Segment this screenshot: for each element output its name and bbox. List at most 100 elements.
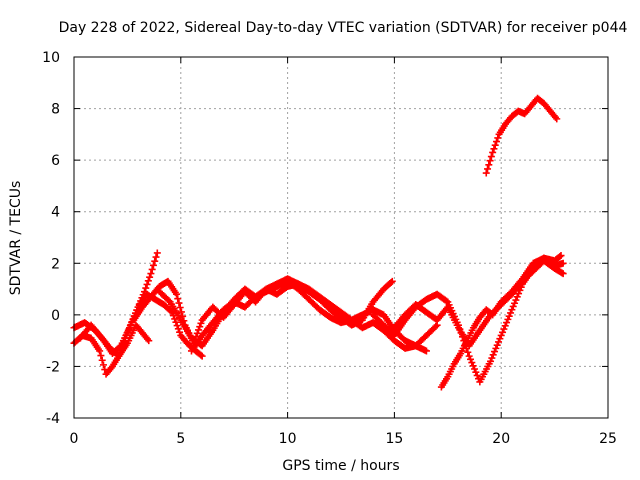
x-tick-label: 0 [70,431,79,447]
data-point [432,322,440,330]
data-point [466,355,474,363]
y-tick-label: 0 [51,308,60,324]
data-point [496,335,504,343]
y-tick-label: 2 [51,256,60,272]
data-point [559,259,567,267]
data-point [144,277,152,285]
data-point [500,325,508,333]
data-point [493,341,501,349]
data-point [508,306,516,314]
data-point [99,361,107,369]
data-point [173,322,181,330]
data-point [489,351,497,359]
series-arc-9 [437,252,565,391]
y-tick-label: -4 [46,411,60,427]
data-point [504,315,512,323]
data-point [488,354,496,362]
data-point [501,322,509,330]
x-tick-labels: 0 5 10 15 20 25 [70,431,617,447]
x-tick-label: 10 [279,431,297,447]
plot-frame [73,56,609,419]
data-point [509,302,517,310]
data-point [491,141,499,149]
data-point [469,362,477,370]
data-point [422,347,430,355]
data-point [557,252,565,260]
data-point [473,371,481,379]
data-point [173,290,181,298]
data-point [442,297,450,305]
data-point [489,148,497,156]
data-point [97,352,105,360]
data-point [388,277,396,285]
data-point [193,329,201,337]
x-axis-label: GPS time / hours [282,458,399,474]
data-point [152,253,160,261]
data-point [505,312,513,320]
data-point [148,265,156,273]
data-point [143,280,151,288]
x-tick-label: 5 [176,431,185,447]
data-point [465,352,473,360]
data-point [497,331,505,339]
data-point [464,348,472,356]
data-point [471,365,478,373]
data-point [493,138,501,146]
chart-title: Day 228 of 2022, Sidereal Day-to-day VTE… [59,20,628,36]
data-point [176,328,184,336]
data-point [490,145,498,153]
data-point [196,323,204,331]
data-point [387,278,395,286]
x-tick-label: 15 [385,431,403,447]
data-point [198,352,206,360]
data-point [145,337,153,345]
series-arc-8 [390,257,567,350]
data-point [512,296,520,304]
data-point [494,134,502,142]
data-point [151,257,159,265]
y-tick-label: 6 [51,153,60,169]
data-point [468,359,476,367]
y-axis-label: SDTVAR / TECUs [8,181,24,296]
data-point [179,312,187,320]
data-point [172,318,180,326]
data-point [556,253,564,261]
data-point [146,273,154,281]
data-point [486,157,494,165]
data-point [495,338,503,346]
data-point [491,348,499,356]
y-tick-label: 8 [51,102,60,118]
data-point [174,295,182,303]
data-point [98,356,106,364]
series-arc-3 [76,321,153,360]
x-tick-label: 25 [599,431,617,447]
data-point [147,270,155,278]
data-point [177,308,185,316]
data-point [487,153,495,161]
data-point [511,299,519,307]
data-point [174,325,182,333]
series-arc-6 [187,280,430,355]
data-point [197,319,205,327]
data-point [176,303,184,311]
data-point [96,347,104,355]
data-point [482,169,490,177]
data-point [165,297,173,305]
data-point [153,249,161,257]
data-point [175,299,183,307]
data-point [553,115,561,123]
y-tick-label: 4 [51,205,60,221]
data-point [503,319,511,327]
data-point [515,290,523,298]
data-point [197,351,205,359]
data-point [142,284,150,292]
data-point [472,368,480,376]
data-point [559,270,567,278]
data-point [171,315,179,323]
series-arc-10 [482,94,561,177]
data-point [499,328,507,336]
y-tick-label: -2 [46,359,60,375]
series-arc-1 [70,249,161,378]
data-point [507,309,515,317]
